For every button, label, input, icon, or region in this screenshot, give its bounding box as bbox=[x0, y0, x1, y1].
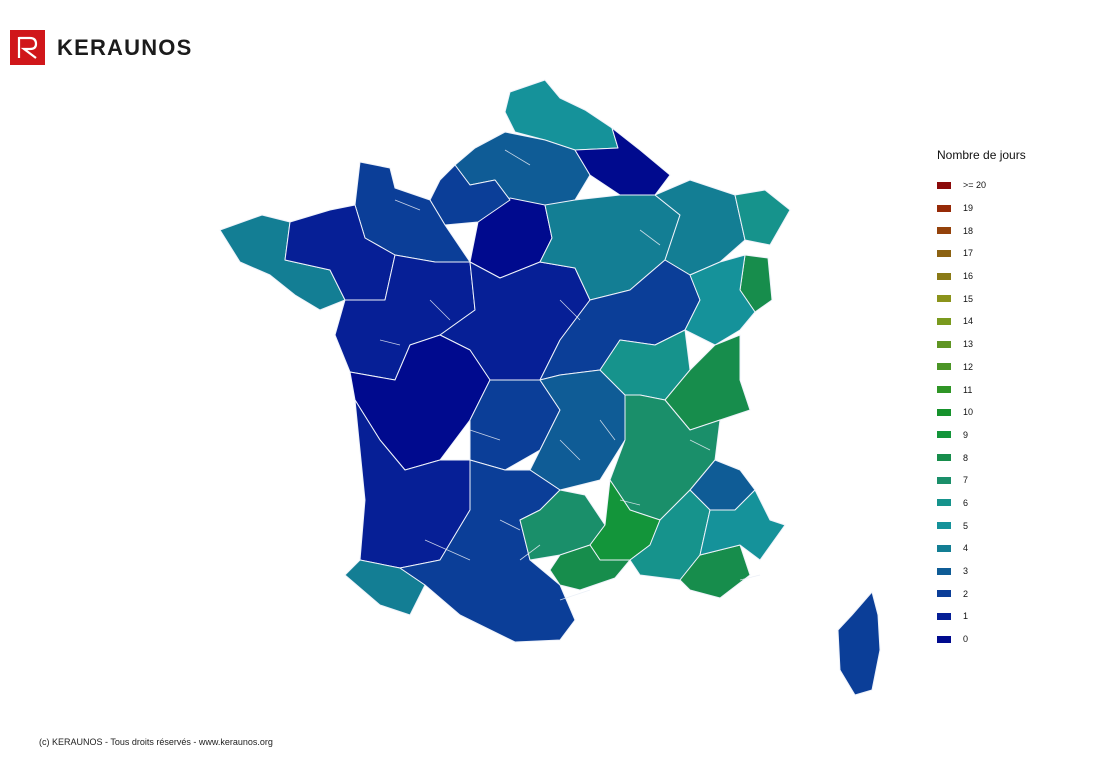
legend-label: 12 bbox=[963, 361, 974, 372]
legend-label: 7 bbox=[963, 475, 969, 486]
legend-swatch bbox=[937, 181, 951, 189]
map-region bbox=[549, 544, 631, 591]
department-border bbox=[499, 519, 521, 531]
department-border bbox=[639, 229, 661, 246]
map-region bbox=[429, 164, 511, 226]
legend-swatch bbox=[937, 272, 951, 280]
legend-label: >= 20 bbox=[963, 180, 987, 191]
legend-label: 18 bbox=[963, 225, 974, 236]
legend-label: 8 bbox=[963, 452, 969, 463]
legend-swatch bbox=[937, 590, 951, 598]
legend-swatch bbox=[937, 295, 951, 303]
map-region bbox=[699, 489, 786, 561]
department-border bbox=[599, 419, 616, 441]
legend-label: 19 bbox=[963, 203, 974, 214]
legend-item: 17 bbox=[937, 242, 1026, 265]
legend-item: 14 bbox=[937, 310, 1026, 333]
legend-items: >= 20 19 18 17 16 15 14 13 12 11 10 9 8 7 6 5 4 3 2 1 0 bbox=[937, 174, 1026, 650]
map-region bbox=[529, 369, 626, 491]
legend-label: 14 bbox=[963, 316, 974, 327]
legend-label: 15 bbox=[963, 293, 974, 304]
legend-label: 1 bbox=[963, 611, 969, 622]
legend-item: 3 bbox=[937, 560, 1026, 583]
regions-layer bbox=[219, 79, 881, 696]
legend-item: 9 bbox=[937, 424, 1026, 447]
department-border bbox=[689, 439, 711, 451]
map-region bbox=[684, 254, 756, 346]
keraunos-logo: KERAUNOS bbox=[10, 30, 193, 65]
department-border bbox=[519, 544, 541, 561]
legend-item: 18 bbox=[937, 219, 1026, 242]
legend-item: 10 bbox=[937, 401, 1026, 424]
copyright-text: (c) KERAUNOS - Tous droits réservés - ww… bbox=[39, 737, 273, 747]
legend-swatch bbox=[937, 249, 951, 257]
department-border bbox=[619, 499, 641, 506]
legend-label: 2 bbox=[963, 588, 969, 599]
legend-item: 8 bbox=[937, 446, 1026, 469]
legend-label: 9 bbox=[963, 429, 969, 440]
legend-item: 11 bbox=[937, 378, 1026, 401]
legend-item: 0 bbox=[937, 628, 1026, 651]
legend-swatch bbox=[937, 363, 951, 371]
department-border bbox=[429, 299, 451, 321]
legend-swatch bbox=[937, 386, 951, 394]
department-border bbox=[559, 299, 581, 321]
legend-item: 13 bbox=[937, 333, 1026, 356]
legend-swatch bbox=[937, 454, 951, 462]
department-border bbox=[739, 574, 761, 581]
legend-item: 12 bbox=[937, 356, 1026, 379]
department-border bbox=[424, 539, 471, 561]
keraunos-logo-icon bbox=[10, 30, 45, 65]
legend-item: 1 bbox=[937, 605, 1026, 628]
legend-swatch bbox=[937, 567, 951, 575]
map-region bbox=[734, 189, 791, 246]
legend-item: 5 bbox=[937, 514, 1026, 537]
legend-label: 0 bbox=[963, 634, 969, 645]
legend-swatch bbox=[937, 476, 951, 484]
legend-label: 4 bbox=[963, 543, 969, 554]
map-region bbox=[399, 459, 576, 643]
legend-label: 16 bbox=[963, 271, 974, 282]
department-border bbox=[469, 429, 501, 441]
legend: Nombre de jours >= 20 19 18 17 16 15 14 13 12 11 1… bbox=[937, 148, 1026, 650]
legend-swatch bbox=[937, 612, 951, 620]
department-border bbox=[379, 339, 401, 346]
legend-item: 19 bbox=[937, 197, 1026, 220]
legend-label: 13 bbox=[963, 339, 974, 350]
legend-label: 6 bbox=[963, 497, 969, 508]
legend-item: 15 bbox=[937, 287, 1026, 310]
legend-swatch bbox=[937, 340, 951, 348]
map-region bbox=[837, 591, 881, 696]
department-border bbox=[559, 439, 581, 461]
legend-label: 11 bbox=[963, 384, 973, 395]
brand-name: KERAUNOS bbox=[57, 34, 193, 60]
legend-item: 2 bbox=[937, 582, 1026, 605]
department-border bbox=[559, 589, 591, 601]
legend-item: 6 bbox=[937, 492, 1026, 515]
legend-label: 5 bbox=[963, 520, 969, 531]
legend-item: 16 bbox=[937, 265, 1026, 288]
legend-label: 3 bbox=[963, 566, 969, 577]
department-border bbox=[394, 199, 421, 211]
legend-item: 7 bbox=[937, 469, 1026, 492]
legend-swatch bbox=[937, 227, 951, 235]
legend-item: >= 20 bbox=[937, 174, 1026, 197]
legend-swatch bbox=[937, 317, 951, 325]
legend-swatch bbox=[937, 204, 951, 212]
legend-title: Nombre de jours bbox=[937, 148, 1026, 162]
legend-label: 17 bbox=[963, 248, 974, 259]
legend-swatch bbox=[937, 635, 951, 643]
department-border bbox=[504, 149, 531, 166]
legend-swatch bbox=[937, 431, 951, 439]
legend-swatch bbox=[937, 522, 951, 530]
legend-swatch bbox=[937, 544, 951, 552]
legend-label: 10 bbox=[963, 407, 974, 418]
department-borders bbox=[379, 149, 761, 601]
legend-swatch bbox=[937, 408, 951, 416]
legend-swatch bbox=[937, 499, 951, 507]
legend-item: 4 bbox=[937, 537, 1026, 560]
